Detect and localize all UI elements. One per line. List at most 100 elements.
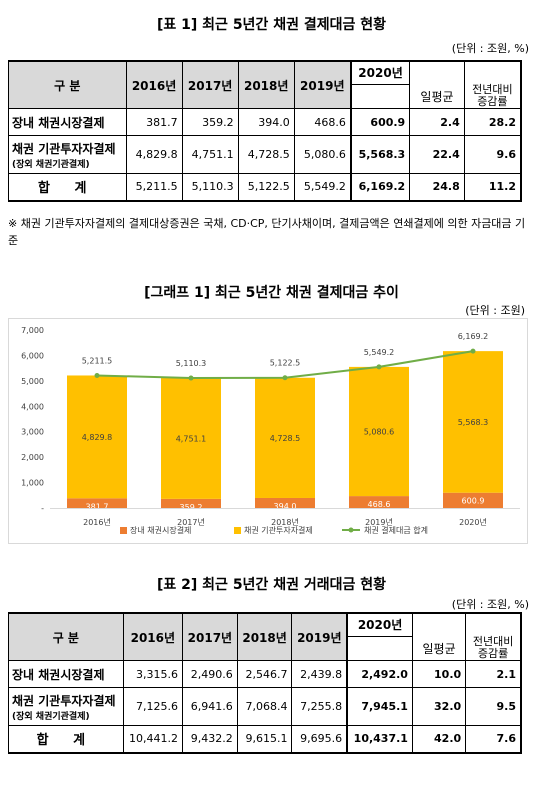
cell-yoy: 28.2: [463, 108, 522, 136]
row-label: 채권 기관투자자결제 (장외 채권기관결제): [8, 135, 127, 174]
cell-yoy: 11.2: [463, 173, 522, 202]
header-year: 2016년: [125, 60, 183, 109]
x-tick-label: 2017년: [177, 517, 205, 527]
table1-title: [표 1] 최근 5년간 채권 결제대금 현황: [157, 17, 386, 33]
data-label-total: 5,211.5: [82, 356, 113, 365]
settlement-chart: - 1,000 2,000 3,000 4,000 5,000 6,000 7,000 381.…: [8, 318, 528, 544]
data-label-outer: 4,728.5: [270, 434, 301, 443]
cell-value-2020: 5,568.3: [349, 135, 411, 174]
row-label-text: 채권 기관투자자결제: [12, 693, 116, 708]
header-gubun: 구 분: [8, 612, 124, 661]
cell-value-2020: 6,169.2: [349, 173, 411, 202]
header-year: 2020년: [349, 60, 411, 85]
x-tick-label: 2016년: [83, 517, 111, 527]
header-year: 2019년: [291, 612, 348, 661]
cell-value: 9,432.2: [182, 725, 238, 754]
cell-avg: 24.8: [409, 173, 465, 202]
cell-yoy: 9.5: [465, 687, 523, 726]
y-tick-label: -: [41, 504, 44, 513]
legend-label-line: 채권 결제대금 합계: [364, 525, 428, 535]
cell-yoy: 7.6: [465, 725, 523, 754]
header-year: 2018년: [236, 612, 293, 661]
cell-value: 2,490.6: [182, 660, 238, 688]
data-label-outer: 4,751.1: [176, 434, 207, 443]
table-row: 장내 채권시장결제 381.7 359.2 394.0 468.6 600.9 2.4 28.…: [8, 108, 522, 136]
legend-swatch-outer: [234, 527, 241, 534]
table-row: 장내 채권시장결제 3,315.6 2,490.6 2,546.7 2,439.8 2,4…: [8, 660, 523, 688]
table1-unit: (단위 : 조원, %): [451, 42, 529, 55]
table-row: 채권 기관투자자결제 (장외 채권기관결제) 7,125.6 6,941.6 7,068…: [8, 687, 523, 726]
row-label: 합 계: [8, 173, 127, 202]
legend-swatch-inner: [120, 527, 127, 534]
bar-outer: [161, 378, 221, 499]
cell-avg: 2.4: [409, 108, 465, 136]
cell-value: 9,615.1: [236, 725, 293, 754]
data-label-inner: 468.6: [368, 500, 391, 509]
graph1-unit: (단위 : 조원): [465, 304, 525, 317]
table1-note: ※ 채권 기관투자자결제의 결제대상증권은 국채, CD·CP, 단기사채이며,…: [8, 217, 526, 247]
cell-value: 3,315.6: [122, 660, 184, 688]
table1: 구 분 2016년 2017년 2018년 2019년 2020년 일평균 전년대비 증감률 장…: [8, 60, 522, 202]
total-point: [470, 348, 476, 354]
row-sublabel: (장외 채권기관결제): [12, 711, 90, 722]
cell-avg: 10.0: [411, 660, 467, 688]
table2: 구 분 2016년 2017년 2018년 2019년 2020년 일평균 전년대비 증감률 장…: [8, 612, 523, 754]
cell-avg: 22.4: [409, 135, 465, 174]
cell-value: 4,829.8: [125, 135, 183, 174]
cell-value: 2,546.7: [236, 660, 293, 688]
data-label-outer: 5,080.6: [364, 427, 395, 436]
cell-value: 7,125.6: [122, 687, 184, 726]
cell-value: 359.2: [181, 108, 239, 136]
bar-inner: [67, 498, 127, 508]
bar-inner: [161, 498, 221, 508]
data-label-total: 5,122.5: [270, 359, 301, 368]
legend-label-outer: 채권 기관투자자결제: [244, 525, 313, 535]
data-label-inner: 359.2: [180, 503, 203, 512]
bar-outer: [443, 351, 503, 493]
header-year: 2017년: [182, 612, 238, 661]
total-point: [376, 364, 382, 370]
header-avg: 일평균: [409, 84, 465, 109]
bar-inner: [443, 492, 503, 508]
y-tick-label: 6,000: [21, 351, 44, 360]
data-label-total: 5,110.3: [176, 359, 207, 368]
bar-outer: [67, 375, 127, 499]
cell-value: 394.0: [237, 108, 295, 136]
y-tick-label: 4,000: [21, 402, 44, 411]
cell-avg: 42.0: [411, 725, 467, 754]
row-label: 합 계: [8, 725, 124, 754]
bar-outer: [255, 377, 315, 498]
cell-value: 6,941.6: [182, 687, 238, 726]
bar-outer: [349, 366, 409, 497]
table-row: 합 계 10,441.2 9,432.2 9,615.1 9,695.6 10,437.1…: [8, 725, 523, 754]
header-year: 2017년: [181, 60, 239, 109]
legend-label-inner: 장내 채권시장결제: [130, 525, 191, 535]
row-label: 장내 채권시장결제: [8, 108, 127, 136]
cell-value: 5,110.3: [181, 173, 239, 202]
cell-value: 4,728.5: [237, 135, 295, 174]
total-point: [94, 372, 100, 378]
header-year: 2020년: [346, 612, 413, 637]
cell-value: 2,439.8: [291, 660, 348, 688]
data-label-total: 5,549.2: [364, 348, 395, 357]
row-label-text: 장내 채권시장결제: [12, 115, 105, 130]
header-year: 2019년: [293, 60, 352, 109]
cell-value-2020: 2,492.0: [346, 660, 413, 688]
cell-value-2020: 7,945.1: [346, 687, 413, 726]
cell-value-2020: 10,437.1: [346, 725, 413, 754]
y-tick-label: 2,000: [21, 453, 44, 462]
cell-value: 7,255.8: [291, 687, 348, 726]
cell-avg: 32.0: [411, 687, 467, 726]
data-label-inner: 381.7: [86, 502, 109, 511]
cell-value: 10,441.2: [122, 725, 184, 754]
row-sublabel: (장외 채권기관결제): [12, 159, 90, 170]
header-yoy: 전년대비 증감률: [463, 84, 522, 109]
data-label-outer: 4,829.8: [82, 433, 113, 442]
graph1-title: [그래프 1] 최근 5년간 채권 결제대금 추이: [144, 285, 399, 301]
bar-inner: [349, 496, 409, 508]
header-yoy: 전년대비 증감률: [465, 636, 523, 661]
data-label-outer: 5,568.3: [458, 418, 489, 427]
x-tick-label: 2018년: [271, 517, 299, 527]
cell-value: 5,080.6: [293, 135, 352, 174]
cell-value-2020: 600.9: [349, 108, 411, 136]
